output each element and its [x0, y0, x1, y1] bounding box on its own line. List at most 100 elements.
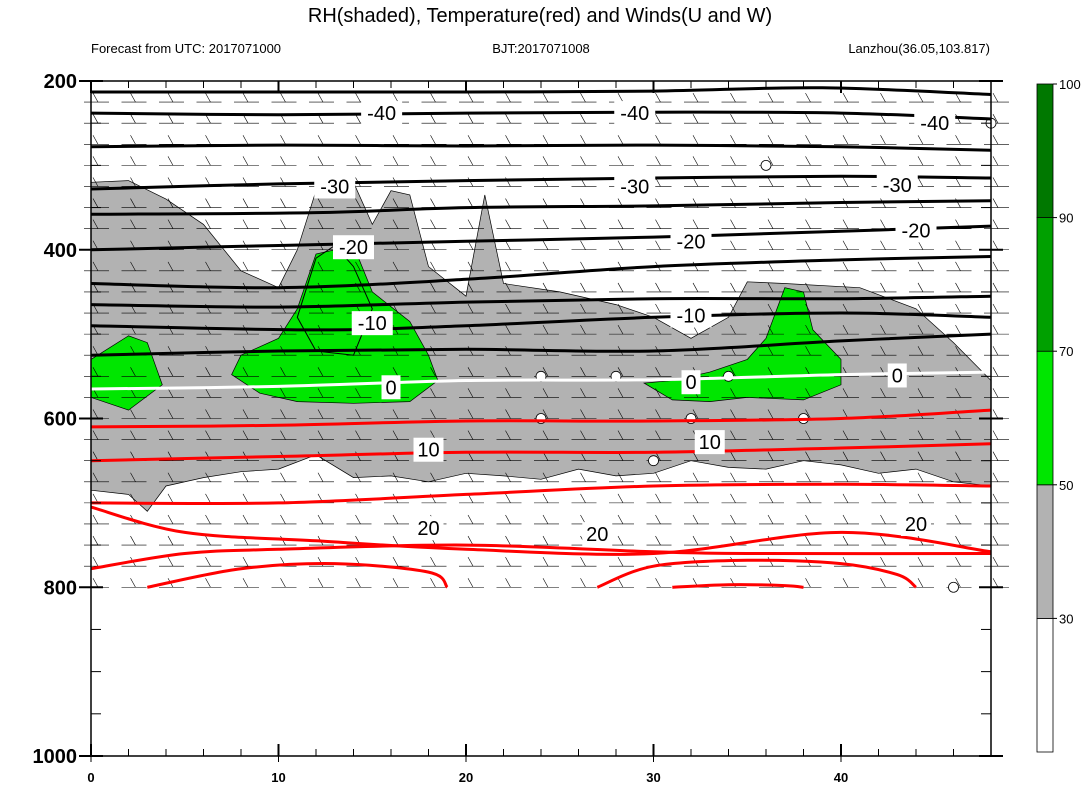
wind-barb-flag [167, 535, 174, 546]
wind-barb-flag [467, 367, 474, 377]
wind-barb-flag [842, 430, 849, 440]
wind-barb-flag [542, 324, 549, 335]
wind-barb-flag [655, 303, 661, 314]
wind-barb-flag [767, 493, 774, 504]
wind-barb-flag [467, 409, 474, 419]
wind-barb-flag [617, 535, 624, 546]
wind-barb-flag [505, 430, 511, 440]
wind-barb-flag [505, 135, 511, 145]
contour-label-text: -10 [677, 306, 706, 328]
wind-barb-flag [767, 430, 774, 440]
wind-barb-flag [842, 514, 849, 525]
wind-barb-flag [992, 557, 999, 567]
wind-barb-flag [992, 535, 999, 546]
contour-label-box [614, 101, 656, 126]
x-tick-label: 10 [271, 770, 285, 785]
wind-barb-flag [130, 430, 136, 440]
y-tick-label: 400 [44, 240, 77, 262]
wind-barb-flag [317, 388, 324, 398]
wind-barb-flag [880, 219, 886, 229]
wind-barb-flag [280, 198, 286, 208]
chart-title: RH(shaded), Temperature(red) and Winds(U… [308, 5, 772, 27]
wind-barb-flag [505, 409, 511, 419]
wind-barb-flag [880, 282, 886, 293]
wind-barb-flag [92, 409, 99, 419]
colorbar-label: 70 [1059, 344, 1073, 359]
wind-barb-flag [655, 430, 661, 440]
wind-barb-flag [955, 557, 961, 567]
wind-barb-flag [992, 198, 999, 208]
wind-barb-flag [430, 367, 436, 377]
wind-barb-flag [842, 346, 849, 356]
wind-barb-flag [992, 282, 999, 293]
temperature-contour [90, 370, 992, 391]
wind-barb-flag [392, 198, 399, 208]
wind-barb-flag [130, 367, 136, 377]
wind-barb-flag [842, 177, 849, 187]
wind-barb-flag [205, 367, 211, 377]
wind-barb-flag [467, 114, 474, 124]
wind-barb-flag [917, 198, 924, 208]
wind-barb-flag [92, 535, 99, 546]
wind-barb-flag [280, 472, 286, 482]
wind-barb-flag [130, 493, 136, 504]
wind-barb-flag [955, 156, 961, 166]
wind-barb-flag [730, 92, 736, 103]
wind-barb-flag [505, 240, 511, 250]
contour-label: -20 [895, 218, 937, 243]
wind-barb-flag [317, 514, 324, 525]
wind-barb-flag [280, 261, 286, 271]
wind-barb-flag [617, 240, 624, 250]
temperature-contour [90, 174, 992, 191]
wind-barb-flag [505, 367, 511, 377]
wind-barb-flag [205, 430, 211, 440]
wind-barb-flag [542, 367, 549, 377]
wind-barb-flag [242, 156, 249, 166]
wind-barb-flag [317, 135, 324, 145]
wind-barb-flag [805, 324, 811, 335]
wind-barb-flag [917, 430, 924, 440]
colorbar-box [1036, 217, 1054, 352]
wind-barb-flag [992, 92, 999, 103]
wind-barb-flag [992, 135, 999, 145]
contour-label-text: -40 [920, 113, 949, 135]
contour-label-text: -30 [620, 176, 649, 198]
wind-barb-flag [805, 409, 811, 419]
wind-barb-flag [580, 493, 586, 504]
contour-label-text: 10 [417, 440, 439, 462]
colorbar-label: 30 [1059, 611, 1073, 626]
calm-wind-circle [948, 581, 959, 593]
wind-barb-flag [992, 324, 999, 335]
wind-barb-flag [880, 430, 886, 440]
wind-barb-flag [617, 388, 624, 398]
wind-barb-flag [692, 493, 699, 504]
wind-barb-flag [467, 135, 474, 145]
wind-barb-flag [430, 261, 436, 271]
wind-barb-flag [392, 367, 399, 377]
wind-barb-flag [842, 578, 849, 588]
wind-barb-flag [92, 156, 99, 166]
contour-label-box [413, 516, 444, 541]
wind-barb-flag [580, 282, 586, 293]
wind-barb-flag [167, 557, 174, 567]
wind-barb-flag [767, 92, 774, 103]
wind-barb-flag [92, 578, 99, 588]
wind-barb-flag [542, 240, 549, 250]
contour-label: -20 [333, 235, 374, 260]
wind-barb-flag [467, 578, 474, 588]
wind-barb-flag [880, 261, 886, 271]
wind-barb-flag [955, 578, 961, 588]
wind-barb-flag [992, 430, 999, 440]
wind-barb-flag [917, 388, 924, 398]
wind-barb-flag [167, 177, 174, 187]
wind-barb-flag [467, 557, 474, 567]
wind-barb-flag [992, 240, 999, 250]
wind-barb-flag [617, 156, 624, 166]
wind-barb-flag [767, 156, 774, 166]
contour-label: 20 [582, 522, 613, 547]
wind-barb-flag [205, 557, 211, 567]
wind-barb-flag [92, 472, 99, 482]
wind-barb-flag [542, 578, 549, 588]
x-tick-label: 30 [646, 770, 660, 785]
